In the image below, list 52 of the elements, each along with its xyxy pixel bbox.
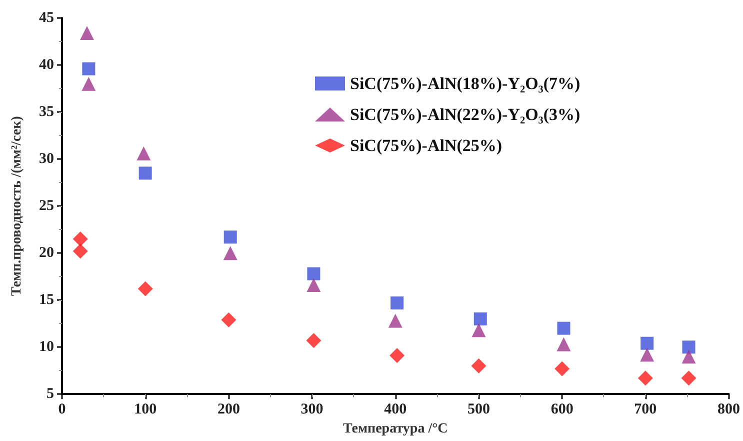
x-tick-label: 400: [384, 402, 407, 418]
point: [82, 62, 96, 76]
x-tick-label: 500: [467, 402, 490, 418]
point: [682, 349, 696, 364]
point: [72, 231, 88, 246]
point: [390, 296, 404, 310]
point: [474, 312, 487, 326]
x-tick-label: 800: [718, 402, 740, 418]
y-tick-label: 15: [39, 292, 54, 308]
x-tick-label: 700: [634, 402, 657, 418]
y-tick-label: 40: [39, 57, 54, 74]
y-tick-label: 20: [39, 245, 54, 262]
legend-label: SiC(75%)-AlN(25%): [350, 136, 502, 155]
point: [681, 370, 696, 386]
point: [390, 348, 405, 364]
point: [471, 358, 486, 374]
y-axis-title: Темп.проводность /(мм²/сек): [10, 116, 24, 296]
point: [388, 314, 402, 328]
y-tick-label: 30: [39, 151, 54, 168]
point: [554, 361, 570, 376]
point: [223, 246, 238, 260]
point: [306, 278, 321, 292]
legend-label: SiC(75%)-AlN(18%)-Y₂O₃(7%): [350, 74, 580, 93]
legend-label: SiC(75%)-AlN(22%)-Y₂O₃(3%): [350, 105, 580, 124]
x-tick-label: 600: [550, 402, 574, 418]
x-tick-label: 100: [134, 402, 157, 418]
point: [472, 323, 486, 338]
point: [307, 267, 320, 280]
point: [556, 337, 571, 352]
x-tick-label: 200: [217, 402, 240, 418]
point: [72, 244, 88, 259]
point: [224, 230, 237, 244]
point: [640, 348, 654, 362]
y-tick-label: 45: [39, 10, 54, 26]
point: [80, 26, 94, 40]
point: [82, 76, 96, 91]
point: [640, 336, 654, 350]
point: [138, 166, 152, 180]
x-tick-label: 0: [58, 402, 66, 418]
y-tick-label: 10: [39, 339, 54, 356]
y-tick-label: 25: [39, 198, 54, 214]
point: [306, 333, 322, 348]
point: [557, 322, 570, 335]
y-tick-label: 35: [39, 104, 54, 120]
point: [638, 370, 653, 386]
y-tick-label: 5: [46, 386, 54, 402]
point: [136, 146, 151, 160]
point: [221, 312, 236, 328]
x-axis-title: Температура /°C: [342, 422, 448, 436]
x-tick-label: 300: [300, 402, 324, 418]
point: [138, 281, 153, 296]
point: [682, 340, 696, 354]
